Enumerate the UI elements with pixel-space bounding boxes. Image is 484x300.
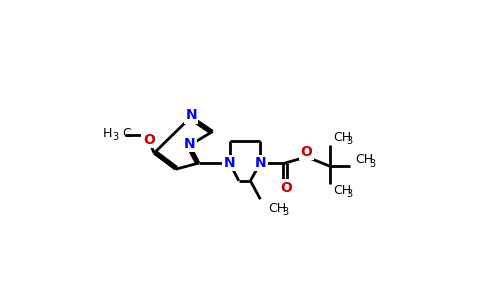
Text: N: N — [224, 156, 235, 170]
Text: N: N — [185, 108, 197, 122]
Text: H: H — [103, 127, 112, 140]
Text: O: O — [143, 133, 155, 147]
Text: N: N — [184, 137, 196, 151]
Text: O: O — [281, 181, 292, 195]
Text: 3: 3 — [347, 136, 353, 146]
Text: 3: 3 — [369, 159, 375, 169]
Text: C: C — [122, 127, 131, 140]
Text: 3: 3 — [282, 207, 288, 217]
Text: 3: 3 — [347, 189, 353, 199]
Text: CH: CH — [268, 202, 286, 215]
Text: N: N — [255, 156, 266, 170]
Text: O: O — [301, 145, 313, 158]
Text: 3: 3 — [113, 132, 119, 142]
Text: CH: CH — [333, 184, 351, 196]
Text: CH: CH — [355, 154, 373, 166]
Text: CH: CH — [333, 131, 351, 144]
